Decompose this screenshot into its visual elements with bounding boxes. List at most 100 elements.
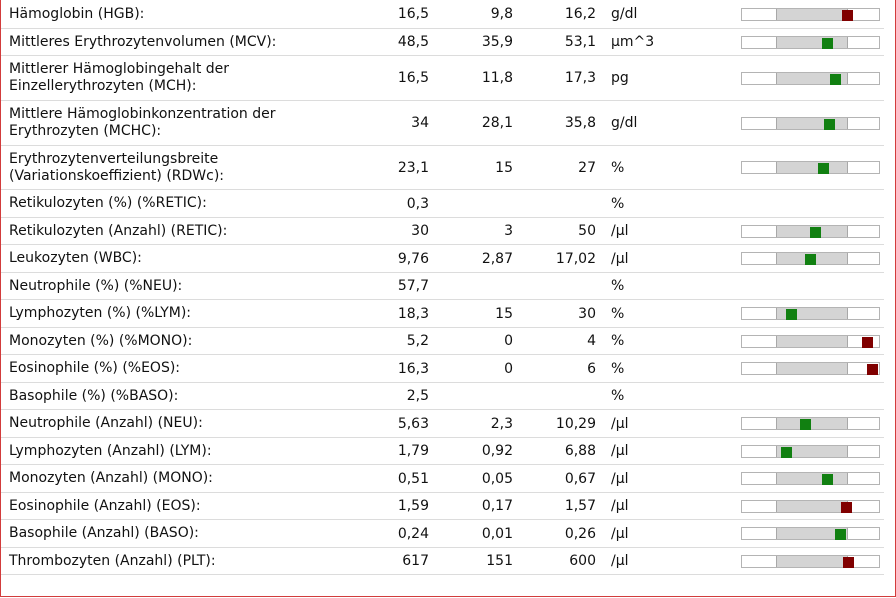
result-value: 1,79 — [397, 443, 429, 459]
scrollbar-track[interactable] — [884, 0, 894, 596]
table-row: Neutrophile (%) (%NEU): 57,7% — [1, 273, 884, 300]
reference-range-band — [776, 73, 848, 84]
table-row: Monozyten (Anzahl) (MONO): 0,51 0,05 0,67/µ… — [1, 465, 884, 493]
abnormal-value-marker — [842, 10, 853, 21]
reference-high: 30 — [578, 305, 596, 322]
unit-label: g/dl — [611, 6, 638, 22]
range-indicator — [741, 8, 880, 21]
range-indicator — [741, 527, 880, 540]
range-indicator — [741, 445, 880, 458]
unit-label: % — [611, 159, 625, 176]
unit-label: /µl — [611, 250, 629, 267]
reference-range-band — [776, 446, 848, 457]
reference-low: 2,3 — [490, 415, 513, 432]
result-value: 16,5 — [397, 6, 429, 22]
table-row: Lymphozyten (Anzahl) (LYM): 1,79 0,92 6,88 /… — [1, 438, 884, 465]
table-row: Hämoglobin (HGB): 16,5 9,8 16,2 g/dl — [1, 0, 884, 29]
abnormal-value-marker — [843, 557, 854, 568]
result-value: 0,3 — [406, 195, 429, 212]
result-value: 16,3 — [397, 360, 429, 377]
reference-high: 4 — [587, 333, 596, 349]
reference-low: 0 — [504, 333, 513, 349]
normal-value-marker — [830, 74, 841, 85]
normal-value-marker — [818, 163, 829, 174]
reference-range-band — [776, 336, 848, 347]
abnormal-value-marker — [867, 364, 878, 375]
parameter-name: Retikulozyten (Anzahl) (RETIC): — [9, 222, 228, 239]
reference-high: 6,88 — [564, 443, 596, 459]
table-row: Mittlerer Hämoglobingehalt der Einzeller… — [1, 56, 884, 101]
table-row: Lymphozyten (%) (%LYM): 18,3 15 30% — [1, 300, 884, 328]
reference-low: 0,05 — [481, 470, 513, 487]
unit-label: % — [611, 333, 625, 349]
result-value: 57,7 — [397, 278, 429, 294]
table-row: Thrombozyten (Anzahl) (PLT): 617 151 600/µl — [1, 548, 884, 575]
table-row: Neutrophile (Anzahl) (NEU): 5,63 2,3 10,29 /… — [1, 410, 884, 438]
result-value: 23,1 — [397, 159, 429, 176]
result-value: 30 — [411, 223, 429, 239]
reference-high — [521, 273, 596, 299]
parameter-name: Basophile (Anzahl) (BASO): — [9, 525, 199, 541]
reference-range-band — [776, 363, 848, 374]
reference-low: 28,1 — [481, 115, 513, 131]
reference-low — [441, 273, 513, 299]
reference-range-band — [776, 528, 848, 539]
result-value: 0,51 — [397, 470, 429, 487]
result-value: 48,5 — [397, 34, 429, 50]
unit-label: /µl — [611, 553, 629, 569]
table-row: Eosinophile (%) (%EOS): 16,3 0 6% — [1, 355, 884, 383]
reference-low: 0,92 — [481, 443, 513, 459]
range-indicator — [741, 72, 880, 85]
parameter-name: Monozyten (Anzahl) (MONO): — [9, 470, 213, 486]
reference-range-band — [776, 418, 848, 429]
reference-low: 0,17 — [481, 498, 513, 514]
unit-label: /µl — [611, 223, 629, 239]
range-indicator — [741, 555, 880, 568]
normal-value-marker — [822, 38, 833, 49]
parameter-name: Mittlerer Hämoglobingehalt der Einzeller… — [9, 61, 230, 94]
table-row: Erythrozytenverteilungsbreite (Variation… — [1, 146, 884, 190]
result-value: 5,63 — [397, 415, 429, 432]
result-value: 16,5 — [397, 70, 429, 86]
reference-high: 1,57 — [564, 498, 596, 514]
range-indicator — [741, 472, 880, 485]
range-indicator — [741, 161, 880, 174]
result-value: 5,2 — [406, 333, 429, 349]
unit-label: % — [611, 388, 625, 404]
reference-low — [441, 190, 513, 217]
reference-range-band — [776, 9, 848, 20]
normal-value-marker — [800, 419, 811, 430]
table-row: Basophile (Anzahl) (BASO): 0,24 0,01 0,26/µ… — [1, 520, 884, 548]
reference-high: 17,3 — [564, 70, 596, 86]
result-value: 18,3 — [397, 305, 429, 322]
result-value: 9,76 — [397, 250, 429, 267]
reference-low: 0 — [504, 360, 513, 377]
parameter-name: Hämoglobin (HGB): — [9, 5, 145, 22]
unit-label: pg — [611, 70, 629, 86]
unit-label: /µl — [611, 415, 629, 432]
parameter-name: Monozyten (%) (%MONO): — [9, 332, 193, 349]
reference-high: 17,02 — [555, 250, 596, 267]
abnormal-value-marker — [841, 502, 852, 513]
range-indicator — [741, 252, 880, 265]
normal-value-marker — [810, 227, 821, 238]
table-row: Retikulozyten (%) (%RETIC): 0,3% — [1, 190, 884, 218]
table-row: Monozyten (%) (%MONO): 5,2 0 4% — [1, 328, 884, 355]
normal-value-marker — [781, 447, 792, 458]
unit-label: /µl — [611, 470, 629, 487]
table-row: Eosinophile (Anzahl) (EOS): 1,59 0,17 1,57 /… — [1, 493, 884, 520]
parameter-name: Retikulozyten (%) (%RETIC): — [9, 195, 207, 211]
normal-value-marker — [835, 529, 846, 540]
result-value: 1,59 — [397, 498, 429, 514]
reference-high: 53,1 — [564, 34, 596, 50]
range-indicator — [741, 362, 880, 375]
reference-low: 15 — [495, 305, 513, 322]
table-row: Basophile (%) (%BASO): 2,5% — [1, 383, 884, 410]
result-value: 2,5 — [406, 388, 429, 404]
parameter-name: Basophile (%) (%BASO): — [9, 387, 179, 404]
reference-high: 50 — [578, 223, 596, 239]
parameter-name: Lymphozyten (%) (%LYM): — [9, 305, 192, 321]
unit-label: /µl — [611, 525, 629, 542]
reference-high: 0,67 — [564, 470, 596, 487]
